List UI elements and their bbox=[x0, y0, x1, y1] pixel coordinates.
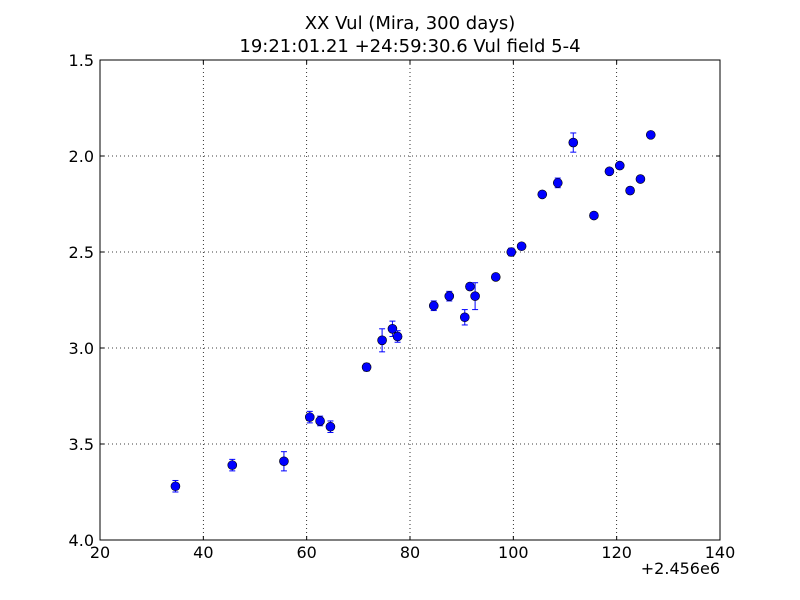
data-point bbox=[516, 241, 527, 252]
grid-lines bbox=[100, 60, 720, 540]
y-tick-label: 2.5 bbox=[69, 243, 94, 262]
data-point bbox=[279, 456, 289, 467]
data-point bbox=[465, 281, 475, 292]
data-point bbox=[470, 291, 480, 301]
data-point bbox=[315, 416, 325, 426]
data-point bbox=[392, 331, 403, 342]
data-point bbox=[304, 412, 315, 422]
data-point bbox=[387, 323, 398, 334]
data-point bbox=[325, 421, 336, 432]
data-point bbox=[506, 247, 517, 257]
data-point bbox=[645, 130, 656, 140]
y-tick-label: 2.0 bbox=[69, 147, 94, 166]
x-tick-label: 140 bbox=[705, 543, 736, 562]
data-point bbox=[625, 185, 635, 196]
x-tick-label: 120 bbox=[601, 543, 632, 562]
data-points bbox=[170, 130, 656, 493]
data-point bbox=[604, 166, 615, 177]
data-point bbox=[537, 189, 548, 200]
data-point bbox=[459, 312, 470, 323]
chart-subtitle: 19:21:01.21 +24:59:30.6 Vul field 5-4 bbox=[239, 36, 580, 57]
data-point bbox=[635, 174, 646, 184]
data-point bbox=[444, 291, 455, 301]
data-point bbox=[589, 210, 599, 221]
data-point bbox=[552, 178, 563, 188]
y-tick-label: 4.0 bbox=[69, 531, 94, 550]
data-point bbox=[568, 137, 579, 148]
x-tick-label: 20 bbox=[90, 543, 110, 562]
data-point bbox=[361, 362, 372, 373]
y-tick-label: 3.0 bbox=[69, 339, 94, 358]
x-tick-label: 100 bbox=[498, 543, 529, 562]
axis-ticks: 20 40 60 80 100 120 140 1.5 2.0 2.5 3.0 3.5 4.0 bbox=[69, 51, 736, 562]
data-point bbox=[170, 481, 181, 492]
data-point bbox=[377, 335, 387, 346]
data-point bbox=[227, 460, 238, 470]
data-point bbox=[428, 300, 439, 311]
y-tick-label: 3.5 bbox=[69, 435, 94, 454]
y-tick-label: 1.5 bbox=[69, 51, 94, 70]
chart-title: XX Vul (Mira, 300 days) bbox=[305, 13, 516, 34]
x-tick-label: 40 bbox=[193, 543, 213, 562]
data-point bbox=[614, 160, 625, 171]
x-offset-label: +2.456e6 bbox=[641, 559, 720, 578]
data-point bbox=[490, 272, 501, 282]
x-tick-label: 60 bbox=[296, 543, 316, 562]
x-tick-label: 80 bbox=[400, 543, 420, 562]
